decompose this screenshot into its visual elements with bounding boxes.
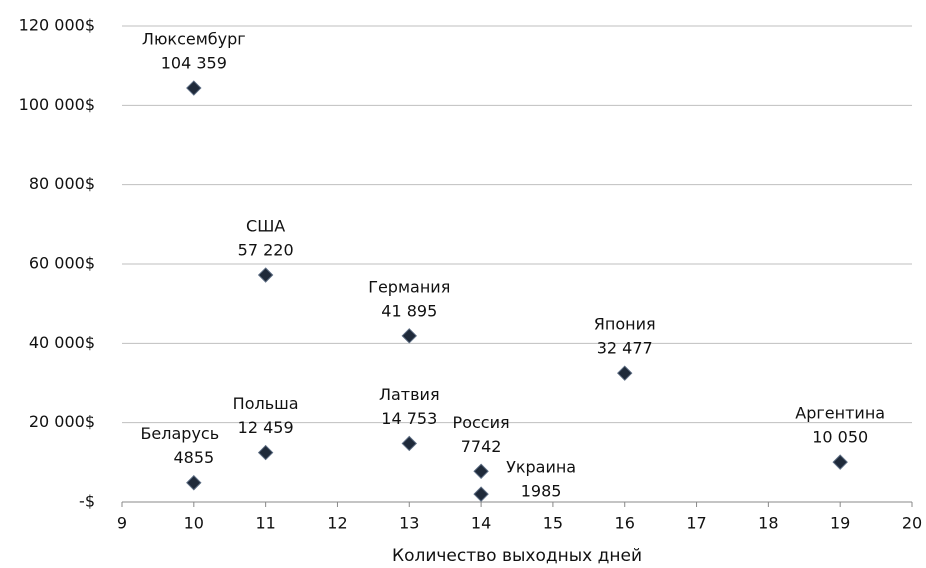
data-label: 4855 (173, 448, 214, 467)
data-label: 7742 (461, 437, 502, 456)
x-tick-label: 12 (327, 514, 347, 533)
x-tick-label: 11 (255, 514, 275, 533)
point (257, 267, 274, 283)
point (617, 365, 633, 381)
point-name: Польша (233, 394, 299, 413)
point-name: Аргентина (795, 404, 885, 423)
x-tick-label: 16 (615, 514, 635, 533)
point (401, 435, 417, 452)
point-name: Россия (453, 413, 510, 432)
y-tick-label: 60 000$ (29, 254, 95, 273)
data-label: 57 220 (238, 241, 294, 260)
data-label: 10 050 (812, 428, 868, 447)
point (186, 475, 202, 491)
y-tick-label: 80 000$ (29, 174, 95, 193)
point-name: США (246, 217, 285, 236)
x-tick-label: 19 (830, 514, 850, 533)
point (832, 454, 848, 470)
x-tick-label: 10 (184, 514, 204, 533)
x-tick-label: 9 (117, 514, 127, 533)
y-tick-label: 120 000$ (19, 16, 95, 35)
x-tick-label: 17 (686, 514, 706, 533)
point (257, 444, 274, 461)
data-label: 41 895 (381, 301, 437, 320)
x-tick-label: 18 (758, 514, 778, 533)
y-tick-label: 40 000$ (29, 333, 95, 352)
point-name: Латвия (379, 385, 440, 404)
data-label: 1985 (521, 482, 562, 501)
point (473, 486, 489, 502)
x-tick-label: 13 (399, 514, 419, 533)
y-tick-label: 20 000$ (29, 412, 95, 431)
point-name: Люксембург (142, 30, 246, 49)
point-name: Япония (594, 315, 656, 334)
point (473, 463, 489, 479)
point (401, 328, 417, 344)
point-name: Беларусь (140, 424, 219, 443)
data-label: 32 477 (597, 339, 653, 358)
data-label: 104 359 (161, 54, 227, 73)
x-tick-label: 15 (543, 514, 563, 533)
y-tick-label: 100 000$ (19, 95, 95, 114)
point-name: Украина (506, 458, 576, 477)
x-axis-title: Количество выходных дней (392, 546, 642, 566)
x-tick-label: 14 (471, 514, 491, 533)
point (186, 80, 202, 96)
point-name: Германия (368, 277, 450, 296)
data-label: 12 459 (238, 418, 294, 437)
x-tick-label: 20 (902, 514, 922, 533)
y-tick-label: -$ (79, 492, 95, 511)
data-label: 14 753 (381, 409, 437, 428)
